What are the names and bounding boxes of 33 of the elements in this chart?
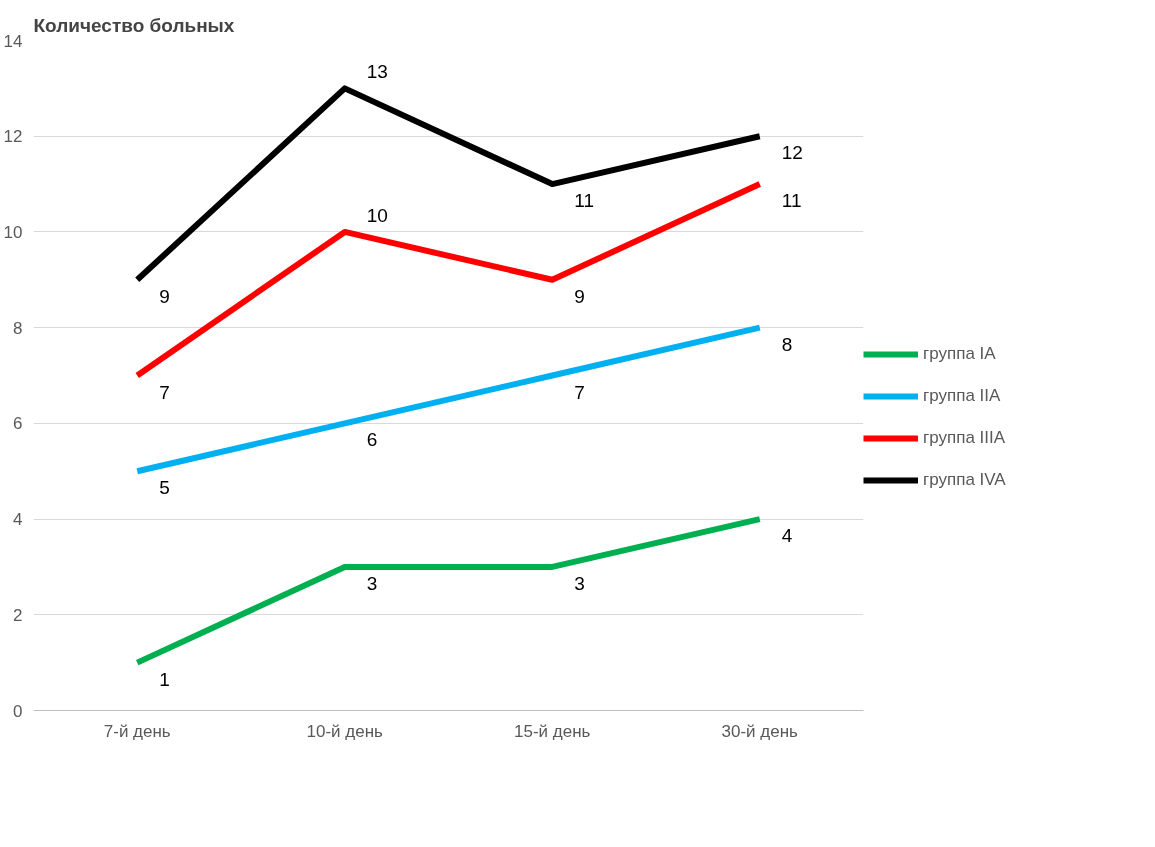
data-label: 11 <box>781 190 802 212</box>
chart-title: Количество больных <box>33 14 235 36</box>
y-tick-label: 4 <box>13 510 23 530</box>
y-tick-label: 2 <box>13 605 23 625</box>
y-tick-label: 6 <box>13 414 23 434</box>
data-label: 9 <box>159 285 170 307</box>
y-tick-label: 12 <box>3 127 23 147</box>
y-tick-label: 8 <box>13 318 23 338</box>
data-label: 4 <box>781 525 793 547</box>
x-tick-label: 7-й день <box>103 721 171 741</box>
y-tick-label: 14 <box>3 31 23 51</box>
data-label: 3 <box>366 572 378 594</box>
data-label: 10 <box>366 204 388 226</box>
data-label: 6 <box>366 429 378 451</box>
y-tick-label: 0 <box>13 701 23 721</box>
data-label: 8 <box>781 333 793 355</box>
x-tick-label: 15-й день <box>514 721 591 741</box>
x-tick-label: 30-й день <box>721 721 799 741</box>
y-tick-label: 10 <box>3 222 23 242</box>
data-label: 13 <box>366 61 388 83</box>
legend-label: группа IA <box>923 344 997 364</box>
data-label: 9 <box>574 285 585 307</box>
data-label: 12 <box>781 142 803 164</box>
legend-label: группа IIIA <box>923 428 1007 448</box>
data-label: 11 <box>574 190 594 212</box>
legend-label: группа IIA <box>923 386 1002 406</box>
data-label: 7 <box>574 381 585 403</box>
data-label: 1 <box>159 668 170 690</box>
data-label: 7 <box>159 381 170 403</box>
data-label: 3 <box>574 572 585 594</box>
legend-label: группа IVA <box>923 470 1007 490</box>
data-label: 5 <box>159 477 170 499</box>
x-tick-label: 10-й день <box>306 721 384 741</box>
